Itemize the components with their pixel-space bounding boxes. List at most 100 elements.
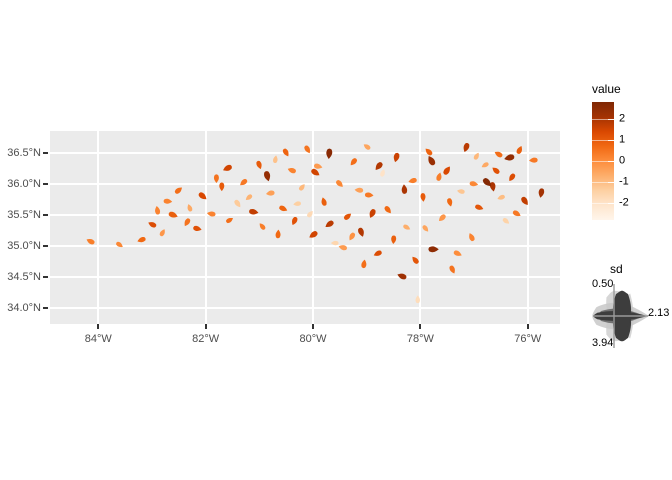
map-glyph [219,182,225,192]
colorbar-tick-mark [608,203,614,205]
y-tick-label: 34.0°N [7,302,41,315]
map-glyph [373,250,382,256]
gridline-horizontal [50,151,560,154]
map-glyph [403,224,411,230]
map-glyph [293,201,301,206]
map-glyph [116,241,123,248]
map-glyph [325,220,334,228]
map-glyph [213,174,219,184]
legend-sd: sd 0.50 2.13 3.94 [592,262,672,354]
map-glyph [512,210,521,217]
map-glyph [266,190,275,196]
map-glyph [349,232,356,241]
map-glyph [354,187,364,193]
map-glyph [275,229,281,239]
map-glyph [314,163,323,169]
map-glyph [521,196,528,206]
map-glyph [475,204,484,210]
colorbar-wrap: 2 1 0 -1 -2 [592,102,662,220]
colorbar-tick-mark [608,118,614,120]
colorbar-label: 0 [619,154,626,167]
map-glyph [86,238,95,245]
map-glyph [363,144,371,150]
gridline-horizontal [50,182,560,185]
map-glyph [425,148,433,156]
map-glyph [516,145,522,154]
map-glyph [384,206,391,214]
x-tick-label: 84°W [84,333,112,345]
map-glyph [447,198,453,207]
sd-petal-bottom [612,290,632,339]
gridline-horizontal [50,307,560,310]
map-glyph [174,187,182,194]
map-glyph [436,172,442,181]
map-glyph [428,156,436,166]
map-glyph [137,236,146,243]
map-glyph [393,152,400,163]
colorbar-label: -1 [619,175,629,188]
map-glyph [311,168,320,176]
map-glyph [457,189,465,194]
map-glyph [420,193,426,202]
map-glyph [245,194,253,200]
map-glyph [168,211,178,218]
map-glyph [492,167,500,174]
map-glyph [273,155,278,164]
map-glyph [338,245,347,251]
y-tick-label: 35.5°N [7,209,41,222]
legend-value: value 2 1 0 -1 -2 [592,82,662,220]
map-glyph [184,218,191,227]
y-tick-mark [43,276,48,279]
map-glyph [187,204,193,212]
map-glyph [298,184,305,191]
map-glyph [504,154,515,161]
y-tick-label: 35.0°N [7,240,41,253]
y-tick-mark [43,182,48,185]
map-glyph [259,223,266,230]
gridline-horizontal [50,276,560,279]
x-tick-mark [419,324,422,329]
map-glyph [279,205,288,212]
map-glyph [304,145,310,154]
map-glyph [148,222,157,228]
map-glyph [264,171,271,182]
map-glyph [256,160,262,170]
map-glyph [292,217,298,225]
map-glyph [401,184,408,194]
map-glyph [282,148,289,157]
colorbar-tick [592,161,614,162]
map-glyph [443,166,450,175]
map-glyph [449,265,455,274]
y-tick-mark [43,151,48,154]
map-glyph [482,177,492,187]
map-glyph [439,214,446,222]
gridline-vertical [97,131,100,324]
colorbar-label: 2 [619,112,626,125]
map-glyph [234,199,241,208]
map-glyph [412,256,419,264]
sd-label-max: 3.94 [592,337,614,349]
map-glyph [163,198,173,204]
map-glyph [502,217,510,224]
map-glyph [193,225,202,232]
sd-label-min: 0.50 [592,278,614,290]
map-glyph [207,211,216,217]
map-glyph [529,157,538,163]
map-glyph [380,169,385,177]
y-axis: 36.5°N 36.0°N 35.5°N 35.0°N 34.5°N 34.0°N [0,131,41,324]
y-tick-mark [43,214,48,217]
gridline-vertical [419,131,422,324]
x-tick-mark [97,324,100,329]
map-glyph [463,143,470,153]
map-glyph [391,235,397,245]
map-glyph [306,210,313,218]
map-glyph [469,181,479,187]
map-glyph [408,177,417,184]
map-glyph [497,194,505,200]
map-glyph [287,167,296,174]
map-glyph [422,225,429,232]
x-axis: 84°W 82°W 80°W 78°W 76°W [50,324,560,354]
colorbar-tick [592,139,614,141]
x-tick-label: 78°W [406,333,434,345]
map-glyph [364,192,374,198]
